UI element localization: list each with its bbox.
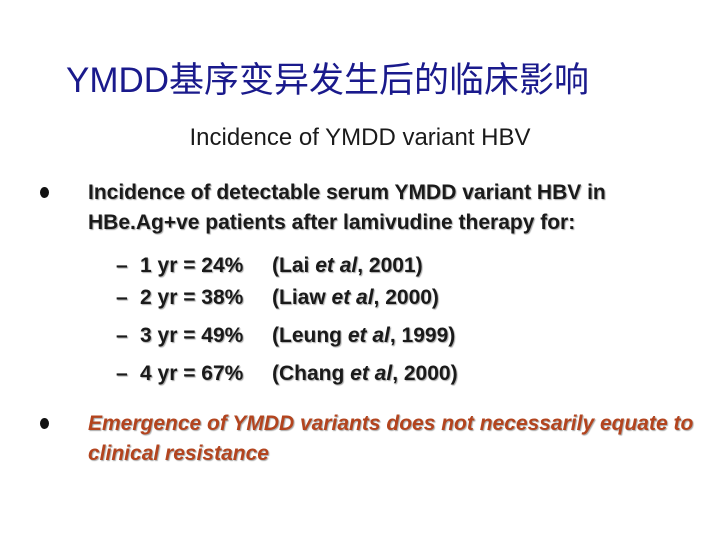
reference-etal: et al bbox=[331, 286, 374, 309]
sub-item-row: – 2 yr = 38% (Liaw et al, 2000) bbox=[0, 286, 720, 316]
stat-value: 2 yr = 38% bbox=[140, 286, 244, 309]
sub-item-row: – 1 yr = 24% (Lai et al, 2001) bbox=[0, 254, 720, 284]
stat-value: 1 yr = 24% bbox=[140, 254, 244, 277]
reference-year: , 2000) bbox=[392, 362, 458, 385]
reference-author: (Liaw bbox=[272, 286, 326, 309]
reference-author: (Chang bbox=[272, 362, 345, 385]
slide-subtitle: Incidence of YMDD variant HBV bbox=[189, 124, 531, 151]
reference-year: , 1999) bbox=[389, 324, 456, 347]
reference-etal: et al bbox=[347, 324, 390, 347]
stat-value: 4 yr = 67% bbox=[140, 362, 244, 385]
reference: (Liaw et al, 2000) bbox=[272, 286, 439, 310]
sub-item-row: – 3 yr = 49% (Leung et al, 1999) bbox=[0, 324, 720, 354]
reference: (Leung et al, 1999) bbox=[272, 324, 455, 348]
reference-year: , 2001) bbox=[357, 254, 423, 277]
dash-marker: – bbox=[116, 286, 128, 309]
dash-marker: – bbox=[116, 254, 128, 277]
slide-title: YMDD基序变异发生后的临床影响 bbox=[66, 61, 590, 100]
dash-marker: – bbox=[116, 324, 128, 347]
reference-author: (Leung bbox=[272, 324, 342, 347]
bullet-dot bbox=[40, 187, 49, 198]
bullet-text-emergence: Emergence of YMDD variants does not nece… bbox=[88, 412, 694, 465]
reference-author: (Lai bbox=[272, 254, 310, 277]
bullet-text-incidence: Incidence of detectable serum YMDD varia… bbox=[88, 181, 606, 234]
reference-etal: et al bbox=[350, 362, 393, 385]
stat-value: 3 yr = 49% bbox=[140, 324, 244, 347]
dash-marker: – bbox=[116, 362, 128, 385]
bullet-dot bbox=[40, 418, 49, 429]
sub-item-row: – 4 yr = 67% (Chang et al, 2000) bbox=[0, 362, 720, 392]
reference-etal: et al bbox=[315, 254, 358, 277]
reference: (Lai et al, 2001) bbox=[272, 254, 423, 278]
reference: (Chang et al, 2000) bbox=[272, 362, 458, 386]
reference-year: , 2000) bbox=[373, 286, 439, 309]
